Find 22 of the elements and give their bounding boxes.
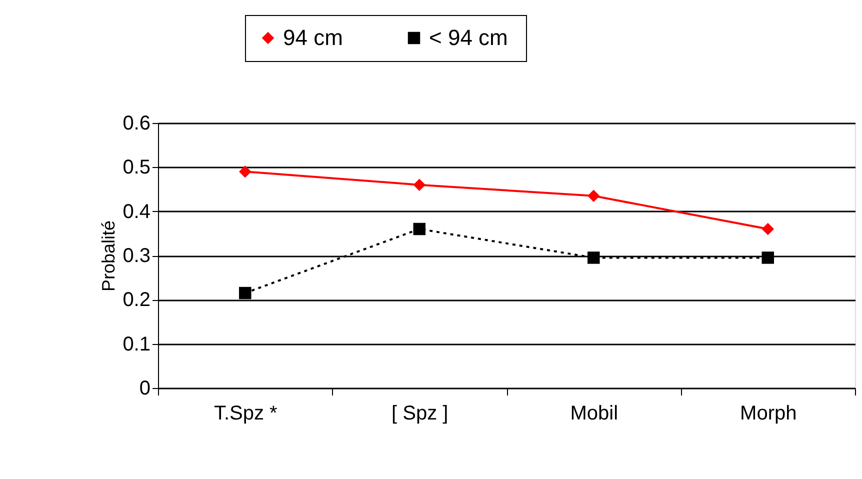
x-tick-label: T.Spz * (214, 402, 278, 424)
legend-label: 94 cm (283, 25, 343, 50)
point (762, 252, 774, 264)
y-tick-label: 0 (139, 378, 150, 400)
point (239, 165, 252, 178)
y-tick-label: 0.4 (122, 200, 150, 223)
point (413, 178, 426, 191)
y-tick-label: 0.2 (122, 289, 150, 312)
x-tick-label: Morph (740, 402, 797, 424)
y-axis-title: Probalité (98, 220, 119, 292)
point (588, 252, 600, 264)
point (762, 222, 774, 236)
y-tick-label: 0.3 (122, 245, 150, 267)
x-tick-label: Mobil (570, 402, 618, 424)
point (413, 222, 426, 236)
y-tick-label: 0.1 (122, 333, 150, 356)
legend-label: < 94 cm (429, 25, 508, 50)
y-tick-label: 0.5 (122, 156, 150, 179)
x-tick-label: [ Spz ] (392, 402, 448, 424)
point (239, 286, 252, 300)
y-tick-label: 0.6 (122, 112, 150, 134)
point (588, 190, 600, 202)
